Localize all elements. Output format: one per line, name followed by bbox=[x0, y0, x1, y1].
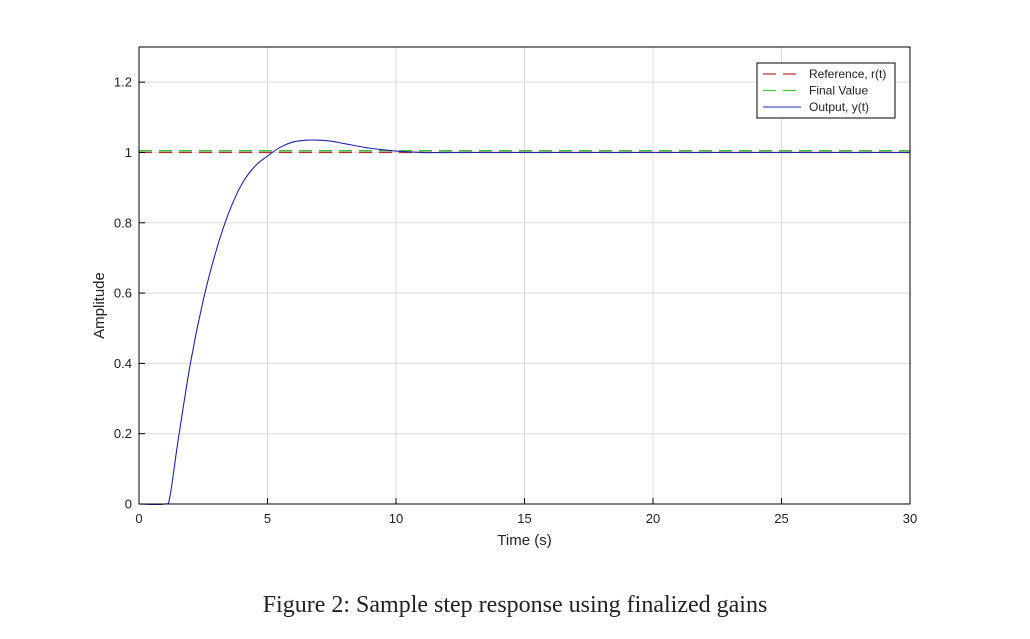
x-tick-label: 25 bbox=[774, 511, 788, 526]
y-axis-label: Amplitude bbox=[91, 272, 108, 339]
y-tick-label: 0.6 bbox=[114, 286, 132, 301]
x-tick-label: 30 bbox=[903, 511, 917, 526]
x-tick-label: 15 bbox=[517, 511, 531, 526]
legend: Reference, r(t) Final Value Output, y(t) bbox=[756, 62, 896, 119]
x-tick-label: 10 bbox=[389, 511, 403, 526]
step-response-chart: 0 5 10 15 20 25 30 0 0.2 0.4 0.6 0.8 1 1.2 Time (s) A… bbox=[91, 46, 917, 549]
y-tick-label: 0 bbox=[125, 497, 132, 512]
x-tick-label: 5 bbox=[264, 511, 271, 526]
y-tick-label: 0.4 bbox=[114, 356, 132, 371]
y-tick-label: 1 bbox=[125, 145, 132, 160]
legend-entry: Final Value bbox=[809, 84, 868, 98]
legend-entry: Reference, r(t) bbox=[809, 67, 886, 81]
legend-box bbox=[756, 62, 896, 119]
x-tick-label: 20 bbox=[646, 511, 660, 526]
y-tick-label: 1.2 bbox=[114, 75, 132, 90]
y-tick-label: 0.8 bbox=[114, 215, 132, 230]
ticks: 0 5 10 15 20 25 30 0 0.2 0.4 0.6 0.8 1 1.2 bbox=[114, 75, 917, 526]
x-tick-label: 0 bbox=[135, 511, 142, 526]
legend-entry: Output, y(t) bbox=[809, 100, 869, 114]
x-axis-label: Time (s) bbox=[497, 532, 551, 549]
figure-caption: Figure 2: Sample step response using fin… bbox=[262, 592, 768, 618]
plot-lines bbox=[138, 139, 910, 506]
output-line bbox=[138, 139, 910, 506]
y-tick-label: 0.2 bbox=[114, 426, 132, 441]
